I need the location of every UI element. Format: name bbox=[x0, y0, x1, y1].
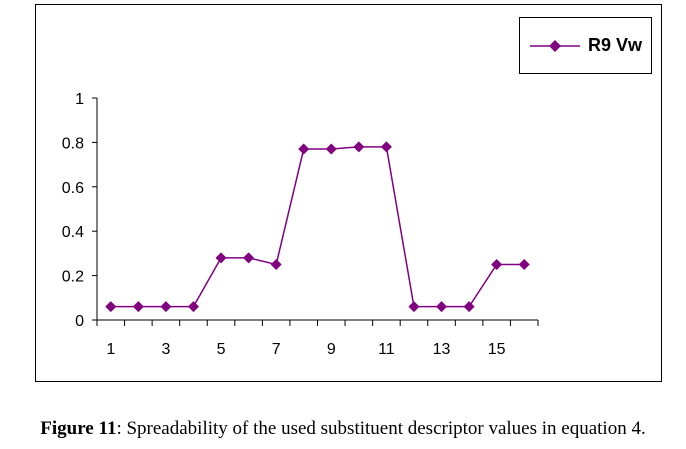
y-tick-label: 0.2 bbox=[62, 269, 84, 286]
y-tick-label: 0.6 bbox=[62, 180, 84, 197]
chart-legend: R9 Vw bbox=[519, 17, 652, 74]
data-point-marker bbox=[243, 252, 255, 264]
series-line bbox=[110, 146, 525, 308]
x-tick-label: 11 bbox=[378, 341, 395, 358]
data-point-marker bbox=[160, 301, 172, 313]
figure-caption: Figure 11: Spreadability of the used sub… bbox=[0, 418, 686, 440]
data-point-marker bbox=[298, 143, 310, 155]
legend-series-marker bbox=[530, 40, 580, 52]
data-point-marker bbox=[491, 259, 503, 270]
data-point-marker bbox=[215, 252, 227, 264]
data-point-marker bbox=[380, 141, 392, 153]
y-tick-label: 1 bbox=[75, 91, 84, 108]
legend-series-label: R9 Vw bbox=[588, 35, 643, 55]
x-tick-label: 7 bbox=[272, 341, 281, 358]
y-tick-label: 0.8 bbox=[62, 135, 84, 152]
data-point-marker bbox=[518, 259, 530, 270]
x-tick-label: 13 bbox=[433, 341, 451, 358]
x-tick-label: 3 bbox=[161, 341, 170, 358]
data-point-marker bbox=[270, 259, 282, 270]
data-point-marker bbox=[105, 301, 117, 313]
data-point-marker bbox=[187, 301, 199, 313]
figure-caption-text: : Spreadability of the used substituent … bbox=[116, 418, 646, 439]
data-point-marker bbox=[463, 301, 475, 313]
x-tick-label: 1 bbox=[106, 341, 115, 358]
x-tick-label: 5 bbox=[217, 341, 226, 358]
data-point-marker bbox=[436, 301, 448, 313]
data-point-marker bbox=[353, 141, 365, 153]
y-tick-label: 0.4 bbox=[62, 224, 84, 241]
y-tick-label: 0 bbox=[75, 313, 84, 330]
x-tick-label: 15 bbox=[488, 341, 506, 358]
data-point-marker bbox=[325, 143, 337, 155]
x-tick-label: 9 bbox=[327, 341, 336, 358]
line-chart: 00.20.40.60.811 3 5 7 9 11 13 15 bbox=[62, 91, 539, 358]
figure-caption-label: Figure 11 bbox=[40, 418, 117, 439]
data-point-marker bbox=[408, 301, 420, 313]
data-point-marker bbox=[132, 301, 144, 313]
